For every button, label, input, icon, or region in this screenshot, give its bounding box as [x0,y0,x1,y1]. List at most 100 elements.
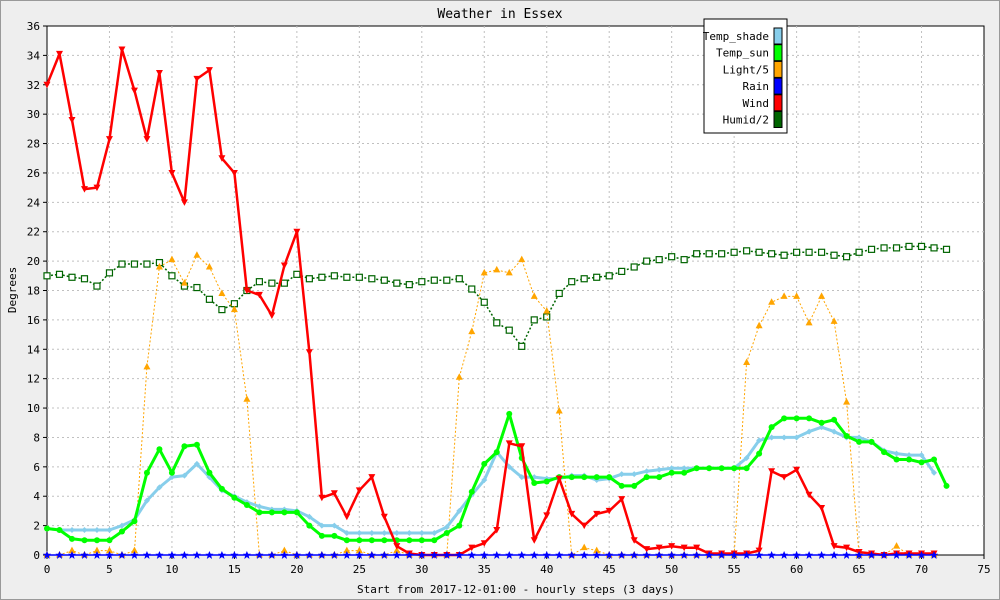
y-tick-label: 14 [27,343,41,356]
data-point-rain [842,551,851,559]
data-point-rain [280,551,289,559]
x-tick-label: 60 [790,563,803,576]
data-point-rain [192,551,201,559]
data-point-humid-2 [568,278,576,286]
data-point-temp-shade [793,434,800,441]
data-point-humid-2 [942,245,951,253]
data-point-temp-shade [256,503,263,510]
data-point-rain [742,551,751,559]
data-point-humid-2 [380,276,388,284]
data-point-wind [205,67,213,74]
data-point-temp-sun [231,494,238,501]
data-point-temp-sun [218,485,225,492]
data-point-humid-2 [93,282,101,290]
data-point-temp-sun [193,441,200,448]
data-point-temp-sun [343,537,350,544]
data-point-humid-2 [393,279,401,287]
data-point-rain [230,551,239,559]
data-point-temp-sun [368,537,375,544]
data-point-light-5 [455,373,463,380]
data-point-temp-shade [68,527,75,534]
data-point-temp-sun [81,537,88,544]
data-point-temp-shade [806,428,813,435]
data-point-rain [267,551,276,559]
data-point-wind [530,537,538,544]
data-point-light-5 [830,317,838,324]
data-point-humid-2 [805,248,813,256]
data-point-humid-2 [768,250,776,258]
legend-swatch [773,111,783,128]
data-point-temp-sun [468,488,475,495]
data-point-wind [380,513,388,521]
data-point-wind [130,87,138,95]
data-point-light-5 [893,542,901,549]
data-point-wind [55,50,63,58]
data-point-rain [592,551,601,559]
data-point-rain [705,551,714,559]
data-point-rain [130,551,139,559]
data-point-rain [817,551,826,559]
y-axis-label: Degrees [6,267,19,313]
data-point-rain [642,551,651,559]
data-point-temp-sun [681,469,688,476]
data-point-temp-sun [793,415,800,422]
data-point-temp-shade [481,477,488,484]
data-point-temp-shade [81,527,88,534]
data-point-humid-2 [618,267,626,275]
data-point-temp-sun [631,482,638,489]
data-point-humid-2 [43,272,51,280]
data-point-light-5 [155,262,163,270]
data-point-wind [355,487,363,494]
data-point-humid-2 [280,279,288,287]
data-point-temp-shade [518,474,525,481]
data-point-humid-2 [330,272,338,280]
x-axis-label: Start from 2017-12-01:00 - hourly steps … [357,583,675,596]
data-point-light-5 [580,543,588,551]
data-point-light-5 [743,358,751,366]
data-point-wind [693,544,701,552]
data-point-rain [855,551,864,559]
data-point-temp-shade [106,527,113,534]
data-point-temp-sun [206,469,213,476]
data-point-humid-2 [680,256,688,264]
data-point-light-5 [343,546,351,554]
data-point-rain [455,551,464,559]
data-point-wind [793,466,801,474]
data-point-wind [168,169,176,177]
legend-swatch [773,94,783,112]
y-tick-label: 32 [27,79,40,92]
data-point-rain [917,551,926,559]
x-tick-label: 10 [165,563,178,576]
data-point-temp-shade [906,452,913,459]
series-humid-2 [43,242,951,350]
data-point-rain [155,551,164,559]
data-point-rain [292,551,301,559]
data-point-temp-sun [768,424,775,431]
data-point-rain [480,551,489,559]
x-tick-label: 50 [665,563,678,576]
data-point-light-5 [805,318,813,326]
data-point-temp-sun [256,509,263,516]
data-point-humid-2 [917,242,926,251]
data-point-temp-sun [756,450,763,457]
data-point-temp-sun [406,537,413,544]
chart-title: Weather in Essex [437,7,562,22]
data-point-rain [830,551,839,559]
data-point-rain [180,551,189,559]
y-tick-label: 12 [27,373,40,386]
data-point-light-5 [230,305,238,313]
data-point-temp-sun [143,469,150,476]
data-point-light-5 [205,262,213,270]
data-point-wind [518,443,526,450]
data-point-light-5 [755,321,763,329]
data-point-wind [618,496,626,503]
data-point-temp-sun [356,537,363,544]
data-point-temp-sun [781,415,788,422]
data-point-wind [568,510,576,518]
data-point-temp-sun [131,518,138,525]
data-point-rain [355,551,364,559]
gridlines [47,26,984,555]
data-point-temp-shade [668,465,675,472]
